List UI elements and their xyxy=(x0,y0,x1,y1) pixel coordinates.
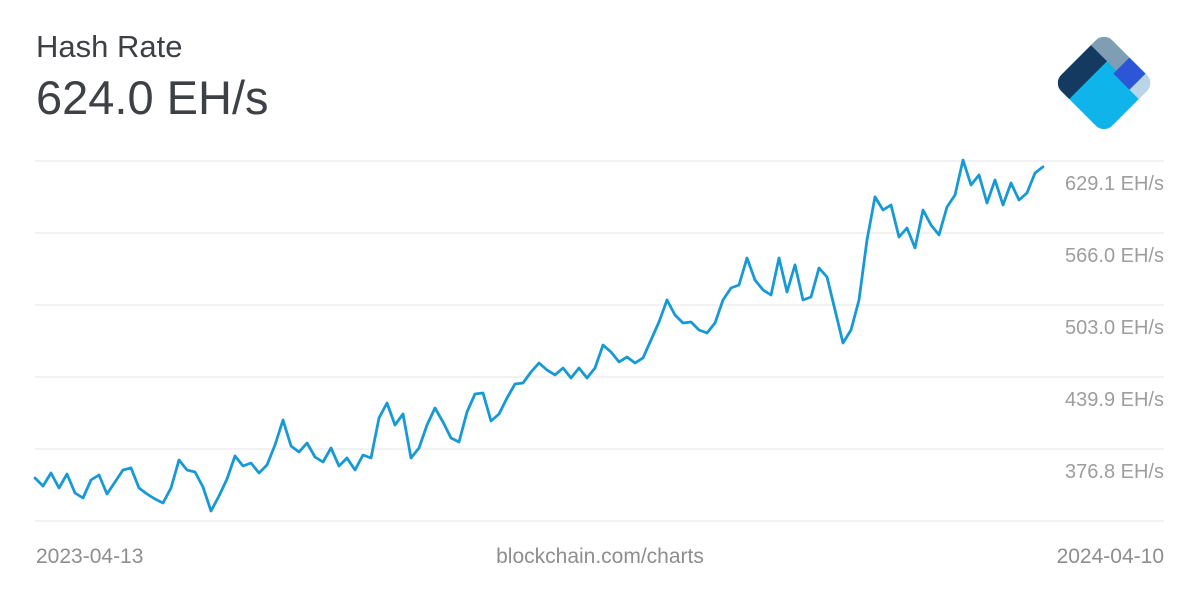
logo-pale-block xyxy=(1129,73,1155,100)
y-axis-tick-label: 439.9 EH/s xyxy=(1065,389,1164,411)
y-axis-tick-label: 629.1 EH/s xyxy=(1065,173,1164,195)
y-axis-tick-label: 503.0 EH/s xyxy=(1065,317,1164,339)
page-title: Hash Rate xyxy=(36,29,183,64)
logo-navy-block xyxy=(1053,45,1107,100)
y-axis-tick-label: 566.0 EH/s xyxy=(1065,245,1164,267)
x-axis-start-date: 2023-04-13 xyxy=(36,545,144,568)
logo-slate-block xyxy=(1090,32,1130,71)
hash-rate-line xyxy=(33,158,1045,513)
y-axis-tick-label: 376.8 EH/s xyxy=(1065,461,1164,483)
x-axis-end-date: 2024-04-10 xyxy=(1056,545,1164,568)
blockchain-logo-icon xyxy=(1053,32,1155,134)
current-value: 624.0 EH/s xyxy=(36,71,269,124)
chart-header: Hash Rate 624.0 EH/s xyxy=(36,28,269,126)
watermark-url: blockchain.com/charts xyxy=(496,545,704,568)
